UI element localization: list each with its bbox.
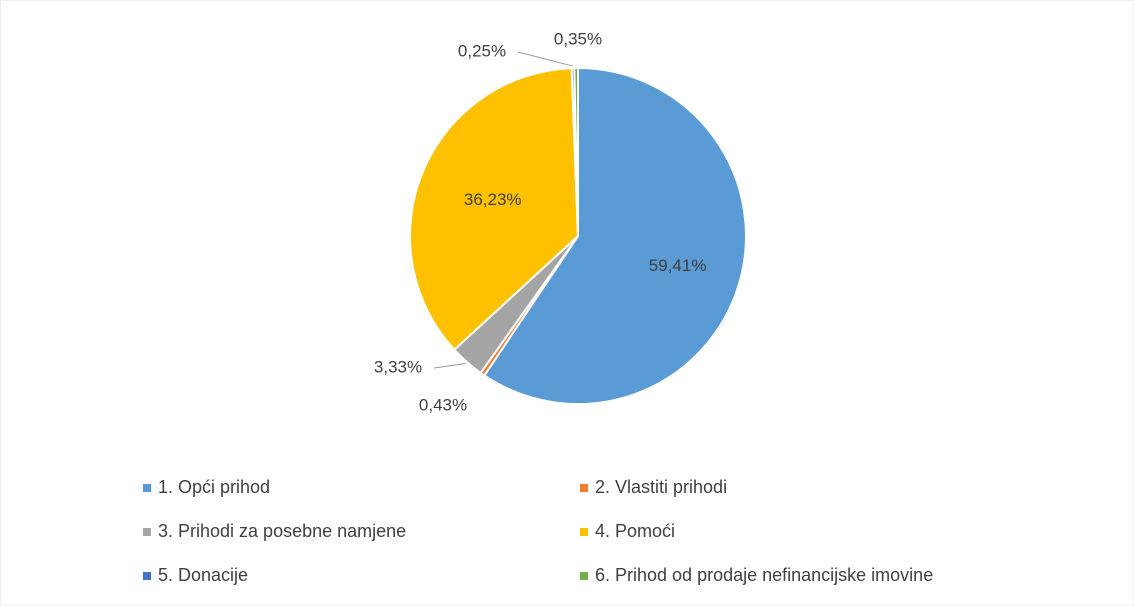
data-label: 36,23% [464,190,522,209]
legend-label: 4. Pomoći [595,521,675,541]
legend-label: 1. Opći prihod [158,477,270,497]
legend-label: 2. Vlastiti prihodi [595,477,727,497]
legend-label: 5. Donacije [158,565,248,585]
pie-slice [573,66,579,237]
data-label: 0,25% [458,41,506,60]
pie-slice [482,66,747,405]
data-label: 3,33% [374,357,422,376]
legend-label: 6. Prihod od prodaje nefinancijske imovi… [595,565,933,585]
leader-line [433,362,466,369]
legend-swatch [143,528,151,536]
legend-swatch [580,528,588,536]
legend-swatch [143,572,151,580]
data-label: 59,41% [649,256,707,275]
legend-swatch [580,484,588,492]
leader-line [517,51,574,67]
legend-swatch [143,484,151,492]
pie-slice [409,67,580,352]
data-label: 0,35% [554,29,602,48]
legend-label: 3. Prihodi za posebne namjene [158,521,406,541]
legend-swatch [580,572,588,580]
data-label: 0,43% [419,395,467,414]
